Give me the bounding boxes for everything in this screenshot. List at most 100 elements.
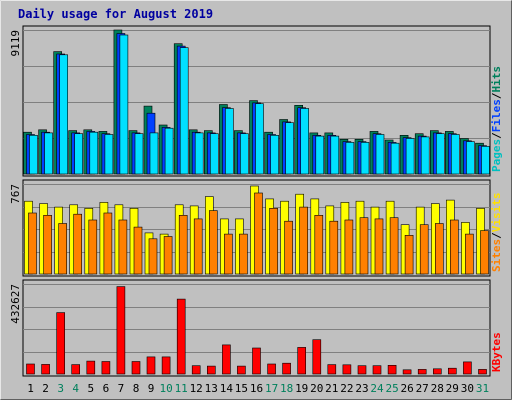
bar-pages: [104, 134, 114, 175]
legend-entry: KBytes: [490, 332, 503, 372]
bar-sites: [103, 212, 113, 275]
x-tick-label: 25: [385, 382, 398, 395]
legend: Pages/Files/Hits: [490, 66, 503, 172]
x-tick-label: 10: [159, 382, 172, 395]
bar-kbytes: [342, 364, 352, 375]
series-pages: [29, 34, 490, 175]
x-tick-label: 28: [431, 382, 444, 395]
bar-kbytes: [71, 364, 80, 375]
bar-kbytes: [357, 365, 367, 375]
bar-kbytes: [312, 339, 322, 375]
bar-pages: [164, 127, 174, 175]
bar-sites: [193, 218, 203, 275]
bar-pages: [360, 142, 370, 175]
bar-pages: [450, 134, 460, 175]
x-tick-label: 24: [370, 382, 384, 395]
bar-pages: [420, 136, 430, 175]
bar-kbytes: [267, 363, 276, 375]
panel-kbytes: 432627 KBytes: [9, 279, 503, 377]
x-tick-label: 2: [42, 382, 49, 395]
x-tick-label: 22: [340, 382, 353, 395]
bar-sites: [329, 220, 339, 275]
bar-pages: [270, 135, 279, 175]
x-tick-label: 7: [118, 382, 125, 395]
bar-pages: [194, 132, 204, 175]
x-tick-label: 8: [133, 382, 140, 395]
bar-sites: [43, 215, 52, 275]
x-tick-label: 9: [148, 382, 155, 395]
bar-pages: [59, 54, 69, 175]
bar-kbytes: [146, 356, 156, 375]
x-tick-label: 29: [446, 382, 459, 395]
bar-kbytes: [101, 361, 111, 375]
bar-sites: [434, 223, 444, 275]
legend-entry: Sites: [490, 239, 503, 272]
bar-pages: [74, 133, 83, 175]
legend-entry: /: [490, 132, 503, 139]
bar-pages: [466, 141, 475, 175]
x-tick-label: 21: [325, 382, 338, 395]
bar-kbytes: [432, 368, 442, 375]
bar-sites: [148, 238, 158, 275]
bar-pages: [315, 135, 325, 175]
x-axis: 1 2 3 4 5 6 7 8 9 10 11 12 13 14 15 16 17 18 19 20 21 22 23 24 2…: [27, 382, 489, 395]
bar-kbytes: [86, 360, 96, 375]
bar-kbytes: [176, 298, 186, 375]
series-sites: [28, 192, 489, 275]
y-max-label: 9119: [9, 30, 22, 57]
bar-pages: [240, 133, 249, 175]
bar-sites: [284, 220, 293, 275]
x-tick-label: 18: [280, 382, 293, 395]
bar-sites: [28, 212, 37, 275]
bar-sites: [389, 217, 399, 275]
bar-pages: [29, 135, 38, 175]
bar-kbytes: [222, 344, 231, 375]
bar-kbytes: [161, 356, 171, 375]
bar-sites: [374, 218, 384, 275]
bar-pages: [285, 122, 294, 175]
x-tick-label: 27: [416, 382, 429, 395]
bar-sites: [449, 219, 459, 275]
panel-hits_files_pages: 9119 Pages/Files/Hits: [9, 25, 503, 177]
bar-pages: [330, 135, 340, 175]
bar-kbytes: [116, 286, 126, 375]
bar-kbytes: [237, 365, 246, 375]
bar-pages: [345, 142, 355, 175]
bar-kbytes: [417, 369, 427, 375]
bar-sites: [163, 236, 173, 275]
bar-pages: [300, 108, 310, 175]
x-tick-label: 6: [103, 382, 110, 395]
bar-pages: [44, 132, 53, 175]
bar-kbytes: [26, 363, 35, 375]
legend-entry: /: [490, 92, 503, 99]
x-tick-label: 30: [461, 382, 474, 395]
x-tick-label: 4: [72, 382, 79, 395]
bar-sites: [465, 233, 474, 275]
bar-sites: [209, 210, 218, 275]
bar-pages: [149, 132, 159, 175]
bar-sites: [480, 230, 489, 275]
panel-visits_sites: 767 Sites/Visits: [9, 179, 503, 277]
bar-kbytes: [372, 365, 382, 375]
bar-pages: [390, 142, 400, 175]
x-tick-label: 13: [205, 382, 218, 395]
bar-kbytes: [131, 361, 141, 375]
legend-entry: Visits: [490, 193, 503, 233]
x-tick-label: 20: [310, 382, 323, 395]
series-kbytes: [26, 286, 487, 375]
bar-sites: [269, 208, 278, 275]
bar-pages: [179, 47, 189, 175]
bar-sites: [314, 215, 324, 275]
bar-sites: [299, 206, 309, 275]
chart-panels: 9119 Pages/Files/Hits 767Sites/Visits43262…: [9, 25, 503, 377]
bar-kbytes: [463, 361, 472, 375]
x-tick-label: 16: [250, 382, 263, 395]
bar-kbytes: [297, 347, 307, 375]
bar-kbytes: [402, 369, 412, 375]
bar-pages: [210, 133, 219, 175]
legend-entry: /: [490, 232, 503, 239]
bar-kbytes: [41, 364, 50, 375]
bar-sites: [359, 217, 369, 275]
